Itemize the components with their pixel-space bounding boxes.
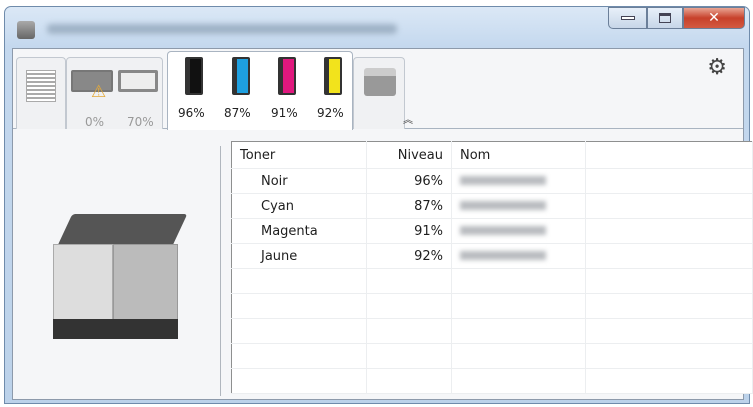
toner-magenta-level: 91%	[271, 106, 298, 120]
collapse-chevron-icon[interactable]: ︽	[403, 115, 413, 126]
col-header-toner[interactable]: Toner	[231, 141, 367, 169]
toner-cyan-level: 87%	[224, 106, 251, 120]
maximize-icon	[659, 13, 671, 23]
toner-level: 87%	[366, 193, 452, 219]
table-row[interactable]: Jaune 92%	[231, 243, 753, 269]
toner-name: Magenta	[231, 218, 367, 244]
toner-level: 92%	[366, 243, 452, 269]
toner-name: Noir	[231, 168, 367, 194]
printer-status-window: ✕ ⚠ 0% 70% 96% 87% 91% 92% ︽ ⚙ Toner Niv…	[4, 6, 753, 404]
toner-name: Cyan	[231, 193, 367, 219]
toner-cyan-icon	[232, 57, 250, 95]
toner-part-redacted	[451, 168, 586, 194]
settings-gear-icon[interactable]: ⚙	[707, 55, 727, 80]
close-icon: ✕	[708, 10, 720, 26]
warning-icon: ⚠	[91, 82, 107, 102]
table-row[interactable]: Cyan 87%	[231, 193, 753, 219]
empty-row	[231, 368, 753, 394]
toner-level: 91%	[366, 218, 452, 244]
tray-icon-2	[118, 70, 158, 92]
toner-black-icon	[185, 57, 203, 95]
tab-trays[interactable]: ⚠ 0% 70%	[66, 57, 163, 129]
tray-1-level: 0%	[85, 115, 105, 129]
col-header-niveau[interactable]: Niveau	[366, 141, 452, 169]
tab-strip: ⚠ 0% 70% 96% 87% 91% 92% ︽ ⚙	[13, 49, 743, 130]
empty-row	[231, 343, 753, 369]
toner-part-redacted	[451, 243, 586, 269]
tab-device[interactable]	[353, 57, 405, 129]
paper-stack-icon	[26, 70, 56, 102]
empty-row	[231, 318, 753, 344]
minimize-button[interactable]	[608, 7, 647, 29]
table-row[interactable]: Noir 96%	[231, 168, 753, 194]
printer-image	[53, 214, 188, 344]
tray-icon	[71, 70, 113, 92]
printer-app-icon	[17, 21, 35, 39]
toner-black-level: 96%	[178, 106, 205, 120]
tab-toner[interactable]: 96% 87% 91% 92%	[167, 51, 353, 130]
minimize-icon	[620, 16, 635, 20]
empty-row	[231, 293, 753, 319]
col-header-empty	[585, 141, 753, 169]
toner-part-redacted	[451, 218, 586, 244]
mfp-device-icon	[364, 68, 396, 96]
close-button[interactable]: ✕	[683, 7, 745, 29]
toner-level: 96%	[366, 168, 452, 194]
tray-2-level: 70%	[127, 115, 154, 129]
toner-table: Toner Niveau Nom Noir 96% Cyan 87% Magenta…	[231, 141, 753, 394]
table-row[interactable]: Magenta 91%	[231, 218, 753, 244]
toner-yellow-level: 92%	[317, 106, 344, 120]
col-header-nom[interactable]: Nom	[451, 141, 586, 169]
window-title-redacted	[47, 24, 397, 34]
toner-yellow-icon	[324, 57, 342, 95]
toner-magenta-icon	[278, 57, 296, 95]
tab-paper[interactable]	[16, 57, 66, 129]
pane-divider[interactable]	[220, 146, 221, 396]
empty-row	[231, 268, 753, 294]
client-area: ⚠ 0% 70% 96% 87% 91% 92% ︽ ⚙ Toner Nivea…	[12, 48, 753, 400]
maximize-button[interactable]	[647, 7, 683, 29]
table-header: Toner Niveau Nom	[231, 141, 753, 169]
toner-part-redacted	[451, 193, 586, 219]
toner-name: Jaune	[231, 243, 367, 269]
